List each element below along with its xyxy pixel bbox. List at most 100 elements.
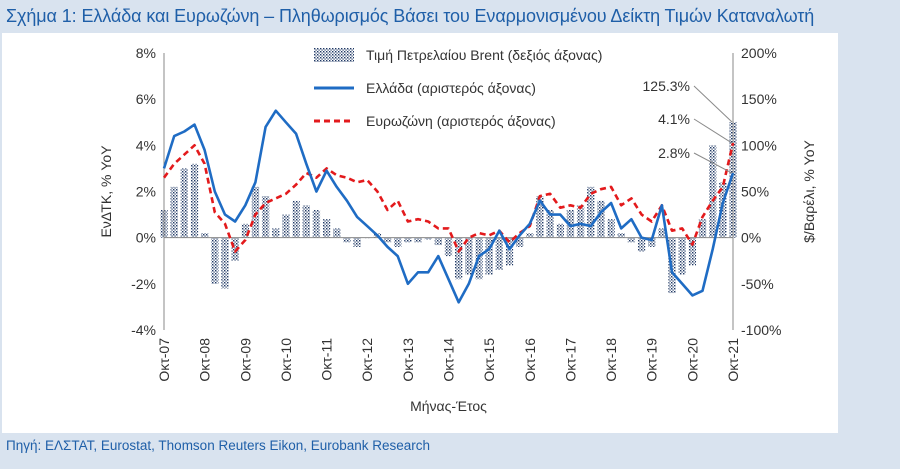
y-tick-label: 2% (136, 184, 156, 200)
x-tick-label: Οκτ-16 (522, 338, 538, 382)
tick-labels: 8% 6% 4% 2% 0% -2% -4% 200% 150% 100% 50% 0% -50% -10… (98, 45, 817, 414)
y-axis-title: ΕνΔΤΚ, % YoY (98, 145, 114, 238)
brent-bar (505, 237, 514, 266)
brent-bar (444, 237, 453, 257)
brent-bar (526, 233, 534, 238)
brent-bar (190, 163, 199, 238)
annotation-leader (693, 85, 733, 123)
brent-bar (576, 205, 585, 238)
brent-bar (465, 237, 473, 275)
brent-bar (515, 237, 524, 247)
brent-bar (404, 237, 412, 243)
axes (163, 53, 734, 330)
brent-bar (434, 237, 442, 246)
brent-bars (160, 121, 737, 294)
annotation-leader (693, 118, 733, 144)
brent-bar (221, 237, 229, 289)
x-tick-label: Οκτ-12 (359, 338, 375, 382)
brent-bar (627, 237, 636, 243)
brent-bar (587, 186, 595, 238)
y2-tick-label: 50% (741, 184, 769, 200)
legend-eurozone-label: Ευρωζώνη (αριστερός άξονας) (366, 113, 556, 129)
x-tick-label: Οκτ-14 (441, 338, 457, 382)
brent-bar (241, 223, 249, 238)
brent-bar (485, 237, 493, 275)
brent-bar (607, 219, 615, 238)
legend-brent-swatch (314, 48, 354, 62)
x-axis-title: Μήνας-Έτος (410, 398, 487, 414)
eurozone-series (162, 142, 735, 253)
brent-bar (658, 228, 666, 238)
brent-bar (637, 237, 646, 252)
y2-tick-label: 100% (741, 137, 777, 153)
y2-tick-label: 150% (741, 91, 777, 107)
brent-bar (414, 237, 422, 243)
x-tick-label: Οκτ-10 (278, 338, 294, 382)
x-tick-label: Οκτ-08 (197, 338, 213, 382)
legend-brent-label: Τιμή Πετρελαίου Brent (δεξιός άξονας) (366, 47, 602, 63)
x-tick-label: Οκτ-09 (237, 338, 253, 382)
annotation-label: 4.1% (658, 111, 690, 127)
legend-greece-label: Ελλάδα (αριστερός άξονας) (366, 80, 536, 96)
chart-svg: 8% 6% 4% 2% 0% -2% -4% 200% 150% 100% 50% 0% -50% -10… (98, 45, 817, 414)
brent-bar (688, 237, 697, 266)
y-tick-label: 0% (136, 230, 156, 246)
greece-series (162, 109, 735, 304)
brent-bar (282, 214, 290, 238)
brent-bar (231, 237, 239, 261)
y-tick-label: 8% (136, 45, 156, 61)
x-tick-label: Οκτ-21 (725, 338, 741, 382)
brent-bar (200, 233, 209, 238)
x-tick-label: Οκτ-19 (644, 338, 660, 382)
annotations: 125.3% 4.1% 2.8% (643, 78, 733, 174)
brent-bar (312, 209, 321, 238)
brent-bar (424, 237, 432, 240)
brent-bar (343, 237, 351, 243)
annotation-leader (693, 152, 733, 174)
brent-bar (617, 233, 625, 238)
brent-bar (709, 145, 717, 238)
eurozone-line (162, 142, 735, 253)
brent-bar (322, 219, 331, 238)
brent-bar (383, 237, 392, 243)
y2-tick-label: -100% (741, 322, 781, 338)
chart-panel: 8% 6% 4% 2% 0% -2% -4% 200% 150% 100% 50% 0% -50% -10… (2, 33, 838, 433)
x-tick-label: Οκτ-07 (156, 338, 172, 382)
brent-bar (170, 186, 178, 238)
brent-bar (495, 237, 503, 270)
annotation-label: 125.3% (643, 78, 690, 94)
chart-title: Σχήμα 1: Ελλάδα και Ευρωζώνη – Πληθωρισμ… (6, 6, 815, 26)
source-note: Πηγή: ΕΛΣΤΑΤ, Eurostat, Thomson Reuters … (6, 438, 431, 453)
x-tick-label: Οκτ-15 (481, 338, 497, 382)
y-tick-label: 4% (136, 137, 156, 153)
brent-bar (719, 182, 727, 238)
brent-bar (272, 228, 280, 238)
brent-bar (211, 237, 219, 284)
y2-tick-label: -50% (741, 276, 774, 292)
brent-bar (180, 168, 188, 238)
y2-tick-label: 0% (741, 230, 761, 246)
brent-bar (678, 237, 686, 275)
y-tick-label: -4% (131, 322, 156, 338)
annotation-label: 2.8% (658, 145, 690, 161)
x-tick-label: Οκτ-13 (400, 338, 416, 382)
y2-axis-title: $/Βαρέλι, % YoY (801, 139, 817, 242)
brent-bar (455, 237, 463, 280)
y-tick-label: -2% (131, 276, 156, 292)
brent-bar (536, 196, 544, 238)
y-tick-label: 6% (136, 91, 156, 107)
brent-bar (353, 237, 361, 247)
brent-bar (566, 209, 575, 238)
brent-bar (698, 219, 707, 238)
x-tick-label: Οκτ-11 (319, 338, 335, 381)
brent-bar (302, 205, 310, 238)
brent-bar (556, 223, 564, 238)
brent-bar (292, 200, 300, 238)
brent-bar (648, 237, 656, 247)
brent-bar (261, 196, 270, 238)
y2-tick-label: 200% (741, 45, 777, 61)
brent-bar (251, 186, 260, 238)
brent-bar (333, 228, 341, 238)
x-tick-label: Οκτ-18 (603, 338, 619, 382)
